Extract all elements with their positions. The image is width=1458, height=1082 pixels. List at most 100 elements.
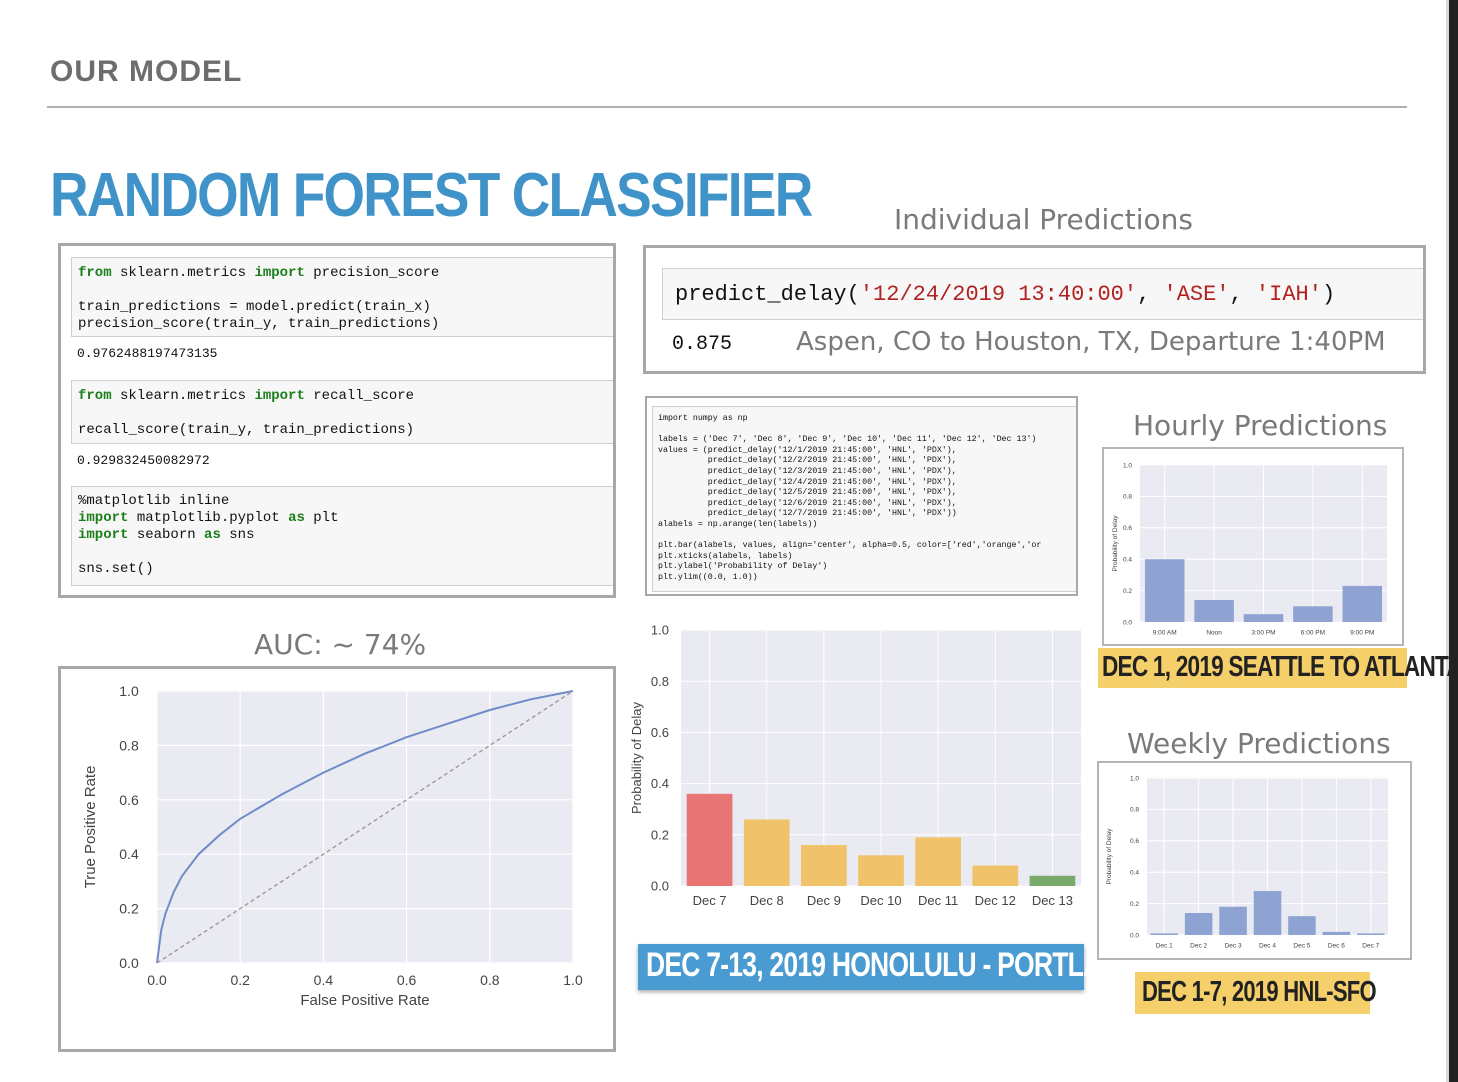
bar [915,837,961,886]
y-tick-label: 0.6 [119,792,139,808]
hourly-bar-chart: 0.0 0.2 0.4 0.6 0.8 1.0 9:00 AM Noon 3:00 PM 6:00… [1112,462,1387,637]
y-tick-label: 0.8 [119,737,139,753]
x-tick-label: 0.6 [397,972,417,988]
x-tick-label: Dec 2 [1190,943,1207,950]
honolulu-label-box: DEC 7-13, 2019 HONOLULU - PORTLAND [638,944,1139,990]
x-tick-label: 9:00 AM [1153,630,1177,637]
bar [858,855,904,886]
y-tick-label: 0.4 [1123,556,1132,563]
code-line: plt.ylim((0.0, 1.0)) [658,572,758,582]
hourly-label: DEC 1, 2019 SEATTLE TO ATLANTA [1102,651,1458,683]
y-axis-label: Probability of Delay [629,702,644,814]
code-line: plt.bar(alabels, values, align='center',… [658,541,1042,551]
y-tick-label: 0.8 [1130,807,1139,814]
code-panel: from sklearn.metrics import precision_sc… [58,243,616,598]
x-tick-label: 3:00 PM [1251,630,1275,637]
bar [1253,891,1282,935]
x-tick-label: 0.2 [230,972,250,988]
bar [743,819,790,886]
hourly-chart-frame: 0.0 0.2 0.4 0.6 0.8 1.0 9:00 AM Noon 3:00 PM 6:00… [1102,447,1404,646]
honolulu-bar-chart: 0.0 0.2 0.4 0.6 0.8 1.0 Dec 7 Dec 8 Dec 9 Dec 10 D… [629,623,1081,908]
y-tick-label: 0.6 [651,725,669,740]
y-tick-label: 0.8 [651,674,669,689]
code-line: predict_delay('12/2/2019 21:45:00', 'HNL… [658,456,957,466]
code-cell-imports: %matplotlib inline import matplotlib.pyp… [71,486,613,586]
bar [1144,559,1185,622]
code-line: import numpy as np [658,414,748,423]
weekly-bar-chart: 0.0 0.2 0.4 0.6 0.8 1.0 Dec 1 Dec 2 Dec 3 Dec 4 De… [1106,775,1388,950]
bar [1243,614,1284,622]
code-cell-recall: from sklearn.metrics import recall_score… [71,380,613,444]
bar [1293,606,1333,622]
y-tick-label: 0.4 [651,776,669,791]
code-line: predict_delay('12/4/2019 21:45:00', 'HNL… [658,477,957,487]
bar [1150,933,1178,935]
bar [1194,600,1234,622]
y-axis-label: Probability of Delay [1106,828,1113,885]
y-tick-label: 0.2 [1130,901,1139,908]
x-tick-label: Dec 7 [1362,943,1379,950]
code-line: predict_delay('12/5/2019 21:45:00', 'HNL… [658,488,957,498]
y-axis-label: Probability of Delay [1112,515,1119,572]
y-tick-label: 0.0 [651,879,669,894]
x-tick-label: Dec 6 [1328,943,1345,950]
main-title: RANDOM FOREST CLASSIFIER [50,161,813,230]
roc-curve [156,690,574,964]
x-tick-label: Dec 13 [1032,893,1073,908]
y-tick-label: 1.0 [119,683,139,699]
honolulu-label: DEC 7-13, 2019 HONOLULU - PORTLAND [646,946,1139,984]
y-tick-label: 1.0 [1123,462,1132,469]
x-tick-label: Noon [1206,630,1222,637]
y-tick-label: 0.4 [1130,869,1139,876]
y-tick-label: 0.4 [119,846,139,862]
hourly-label-box: DEC 1, 2019 SEATTLE TO ATLANTA [1098,648,1458,688]
x-tick-label: Dec 3 [1225,943,1242,950]
x-tick-label: Dec 4 [1259,943,1276,950]
code-line: predict_delay('12/6/2019 21:45:00', 'HNL… [658,498,957,508]
bar [1029,875,1076,886]
section-title: OUR MODEL [50,55,243,88]
bar [1219,906,1247,935]
x-tick-label: Dec 7 [693,893,727,908]
y-tick-label: 0.2 [651,827,669,842]
bar-code-cell: import numpy as np labels = ('Dec 7', 'D… [652,406,1076,592]
code-line [658,425,1041,436]
code-line: labels = ('Dec 7', 'Dec 8', 'Dec 9', 'De… [658,435,1037,445]
bar-code-text: import numpy as np labels = ('Dec 7', 'D… [658,414,1041,584]
y-tick-label: 0.6 [1123,525,1132,532]
x-tick-label: Dec 5 [1293,943,1310,950]
code-line: predict_delay('12/7/2019 21:45:00', 'HNL… [658,509,957,519]
code-line: plt.xticks(alabels, labels) [658,551,793,561]
code-line: predict_delay('12/3/2019 21:45:00', 'HNL… [658,466,957,476]
x-tick-label: 0.8 [480,972,500,988]
slide-edge [1449,0,1458,1082]
x-tick-label: Dec 10 [860,893,901,908]
code-cell-recall-text: from sklearn.metrics import recall_score… [78,388,415,438]
code-cell-precision: from sklearn.metrics import precision_sc… [71,257,613,337]
bar [972,865,1019,886]
code-line: alabels = np.arange(len(labels)) [658,519,818,529]
x-axis-label: False Positive Rate [300,992,429,1009]
roc-baseline [156,690,574,964]
bar [1322,931,1351,935]
y-tick-label: 0.0 [119,955,139,971]
bar [1357,933,1385,935]
y-tick-label: 0.2 [119,901,139,917]
weekly-chart-frame: 0.0 0.2 0.4 0.6 0.8 1.0 Dec 1 Dec 2 Dec 3 Dec 4 De… [1097,761,1412,960]
x-tick-label: 0.0 [147,972,167,988]
hourly-predictions-caption: Hourly Predictions [1133,409,1388,442]
x-tick-label: 1.0 [563,972,583,988]
y-tick-label: 1.0 [1130,775,1139,782]
bar-code-panel: import numpy as np labels = ('Dec 7', 'D… [645,396,1078,596]
bar [1288,916,1316,935]
individual-prediction-panel: predict_delay('12/24/2019 13:40:00', 'AS… [643,245,1426,374]
prediction-description: Aspen, CO to Houston, TX, Departure 1:40… [796,327,1386,357]
weekly-label-box: DEC 1-7, 2019 HNL-SFO [1135,972,1377,1014]
roc-chart: 0.0 0.2 0.4 0.6 0.8 1.0 0.0 0.2 0.4 0.6 0.8 1.0 Fals… [82,683,583,1009]
bar [801,845,847,886]
code-line: values = (predict_delay('12/1/2019 21:45… [658,445,957,455]
individual-predictions-caption: Individual Predictions [894,203,1193,236]
prediction-result: 0.875 [672,333,733,356]
individual-code-cell: predict_delay('12/24/2019 13:40:00', 'AS… [662,268,1423,320]
code-line: plt.ylabel('Probability of Delay') [658,562,828,572]
